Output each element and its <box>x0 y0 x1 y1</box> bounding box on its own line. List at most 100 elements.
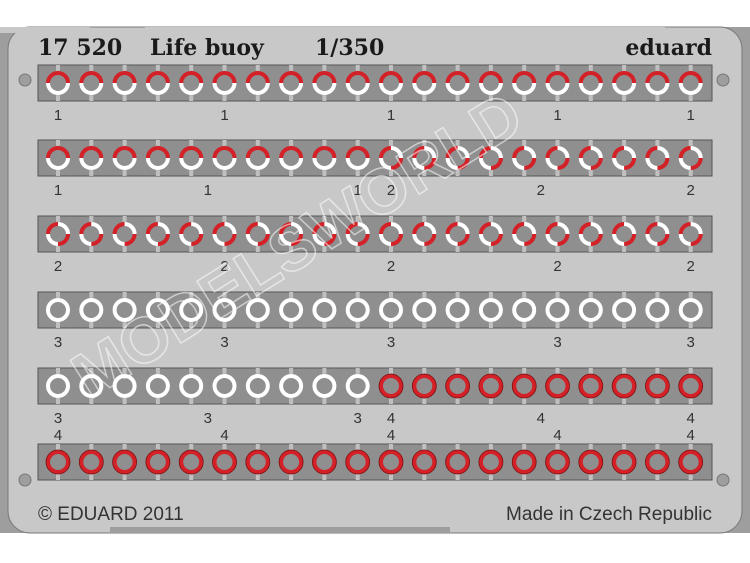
life-buoy-part-3 <box>278 368 304 404</box>
life-buoy-part-2 <box>145 216 171 252</box>
life-buoy-part-2 <box>278 216 304 252</box>
life-buoy-part-3 <box>512 292 537 328</box>
copyright: © EDUARD 2011 <box>38 504 184 525</box>
life-buoy-part-1 <box>45 65 71 101</box>
part-label: 2 <box>537 182 545 199</box>
parts-row: 3 3 3 4 4 4 <box>37 367 713 427</box>
life-buoy-part-4 <box>212 444 237 480</box>
life-buoy-part-3 <box>312 368 337 404</box>
life-buoy-part-4 <box>45 444 71 480</box>
parts-row: 1 1 1 1 1 <box>37 64 713 124</box>
life-buoy-part-2 <box>179 216 204 252</box>
life-buoy-part-4 <box>145 444 171 480</box>
life-buoy-part-2 <box>79 216 104 252</box>
life-buoy-part-4 <box>411 444 437 480</box>
life-buoy-part-1 <box>512 65 537 101</box>
life-buoy-part-1 <box>312 140 337 176</box>
life-buoy-part-3 <box>412 292 437 328</box>
life-buoy-part-3 <box>45 368 71 404</box>
life-buoy-part-1 <box>278 65 304 101</box>
life-buoy-part-4 <box>411 368 437 404</box>
life-buoy-part-2 <box>611 216 637 252</box>
fret-hole <box>18 73 32 87</box>
life-buoy-part-2 <box>512 216 537 252</box>
life-buoy-part-1 <box>79 65 104 101</box>
part-label: 1 <box>54 107 62 124</box>
life-buoy-part-2 <box>545 140 570 176</box>
life-buoy-part-1 <box>112 140 137 176</box>
part-label: 1 <box>204 182 212 199</box>
life-buoy-part-2 <box>445 216 470 252</box>
life-buoy-part-2 <box>445 140 470 176</box>
life-buoy-part-4 <box>378 444 404 480</box>
life-buoy-part-2 <box>412 216 437 252</box>
life-buoy-part-4 <box>78 444 104 480</box>
life-buoy-part-1 <box>611 65 637 101</box>
life-buoy-part-4 <box>578 444 604 480</box>
life-buoy-part-2 <box>378 140 404 176</box>
life-buoy-part-2 <box>112 216 137 252</box>
life-buoy-part-1 <box>245 65 270 101</box>
life-buoy-part-1 <box>212 65 237 101</box>
life-buoy-part-4 <box>178 444 204 480</box>
life-buoy-part-4 <box>611 444 637 480</box>
part-label: 1 <box>687 107 695 124</box>
life-buoy-part-4 <box>445 444 471 480</box>
parts-row: 1 1 1 2 2 2 <box>37 139 713 199</box>
part-label: 3 <box>687 334 695 351</box>
life-buoy-part-1 <box>179 65 204 101</box>
life-buoy-part-1 <box>478 65 504 101</box>
life-buoy-part-1 <box>245 140 270 176</box>
part-label: 4 <box>54 427 62 444</box>
parts-row: 2 2 2 2 2 <box>37 215 713 275</box>
life-buoy-part-4 <box>478 444 504 480</box>
life-buoy-part-4 <box>578 368 604 404</box>
life-buoy-part-2 <box>512 140 537 176</box>
life-buoy-part-3 <box>112 292 137 328</box>
part-label: 2 <box>54 258 62 275</box>
life-buoy-part-3 <box>678 292 703 328</box>
life-buoy-part-3 <box>545 292 570 328</box>
part-label: 4 <box>387 410 395 427</box>
life-buoy-part-3 <box>611 292 637 328</box>
part-label: 2 <box>387 258 395 275</box>
life-buoy-part-4 <box>545 444 570 480</box>
part-label: 1 <box>553 107 561 124</box>
part-label: 4 <box>387 427 395 444</box>
life-buoy-part-1 <box>278 140 304 176</box>
part-label: 4 <box>553 427 561 444</box>
life-buoy-part-1 <box>145 140 171 176</box>
life-buoy-part-2 <box>678 140 703 176</box>
life-buoy-part-3 <box>345 368 370 404</box>
life-buoy-part-1 <box>378 65 404 101</box>
part-label: 3 <box>354 410 362 427</box>
origin-text: Made in Czech Republic <box>506 504 712 525</box>
life-buoy-part-1 <box>345 65 370 101</box>
life-buoy-part-1 <box>345 140 370 176</box>
life-buoy-part-3 <box>378 292 404 328</box>
life-buoy-part-3 <box>45 292 71 328</box>
life-buoy-part-4 <box>112 444 137 480</box>
part-label: 3 <box>220 334 228 351</box>
life-buoy-part-3 <box>578 292 603 328</box>
life-buoy-part-1 <box>645 65 670 101</box>
life-buoy-part-3 <box>79 368 104 404</box>
life-buoy-part-4 <box>245 444 271 480</box>
life-buoy-part-3 <box>645 292 670 328</box>
life-buoy-part-4 <box>378 368 404 404</box>
life-buoy-part-1 <box>145 65 171 101</box>
part-label: 2 <box>687 182 695 199</box>
life-buoy-part-2 <box>645 216 670 252</box>
life-buoy-part-1 <box>212 140 237 176</box>
life-buoy-part-2 <box>478 216 504 252</box>
part-label: 3 <box>204 410 212 427</box>
life-buoy-part-3 <box>212 292 237 328</box>
parts-row: 3 3 3 3 3 <box>37 291 713 351</box>
life-buoy-part-1 <box>578 65 603 101</box>
part-label: 4 <box>687 410 695 427</box>
life-buoy-part-1 <box>545 65 570 101</box>
life-buoy-part-4 <box>511 368 537 404</box>
life-buoy-part-4 <box>511 444 537 480</box>
part-label: 2 <box>553 258 561 275</box>
